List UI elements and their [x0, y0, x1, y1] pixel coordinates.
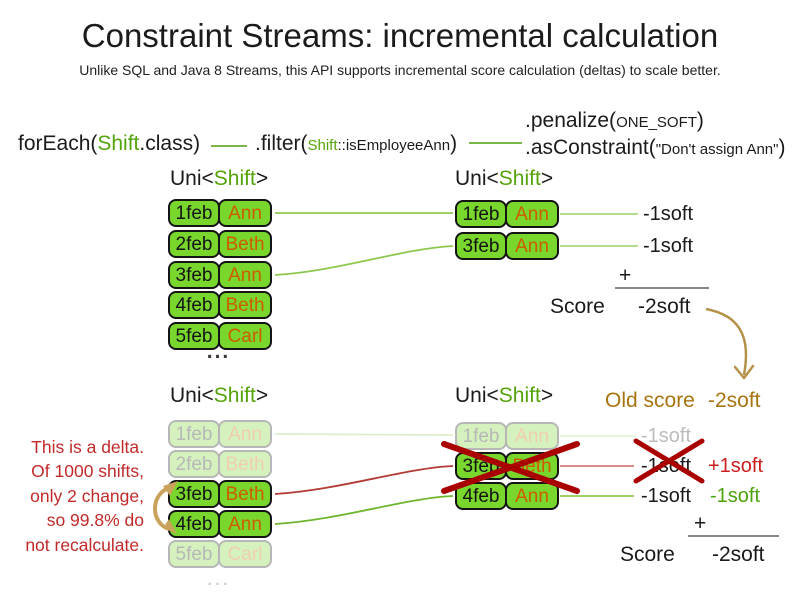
score-value: -1soft — [643, 203, 694, 225]
shift-employee: Carl — [218, 322, 272, 350]
shift-employee: Ann — [218, 420, 272, 448]
shift-date: 1feb — [455, 422, 507, 450]
shift-date: 3feb — [455, 452, 507, 480]
shift-card: 1feb Ann — [455, 422, 559, 450]
shift-card: 3feb Ann — [168, 261, 272, 289]
shift-card: 2feb Beth — [168, 450, 272, 478]
delta-note-line: only 2 change, — [30, 485, 144, 506]
score-total: -2soft — [638, 295, 691, 318]
uni-shift-label: Uni<Shift> — [455, 167, 554, 190]
old-score-label: Old score — [605, 389, 695, 412]
delta-note: This is a delta. Of 1000 shifts, only 2 … — [2, 435, 144, 557]
page-title: Constraint Streams: incremental calculat… — [81, 17, 719, 54]
code-asconstraint: .asConstraint("Don't assign Ann") — [525, 136, 786, 159]
removed-connector-line — [274, 465, 454, 495]
shift-employee: Beth — [218, 291, 272, 319]
shift-employee: Ann — [505, 422, 559, 450]
uni-shift-label: Uni<Shift> — [455, 384, 554, 407]
score-label: Score — [620, 543, 675, 566]
score-delta: -1soft — [710, 485, 761, 507]
shift-card: 4feb Ann — [455, 482, 559, 510]
score-total: -2soft — [712, 543, 765, 566]
shift-date: 4feb — [168, 291, 220, 319]
old-score-arrow — [705, 307, 748, 376]
score-value-removed: -1soft — [641, 455, 692, 477]
shift-card-changed: 3feb Beth — [168, 480, 272, 508]
shift-card: 1feb Ann — [168, 420, 272, 448]
shift-connector-line — [274, 245, 454, 276]
class-name: Shift — [97, 132, 140, 155]
uni-shift-label: Uni<Shift> — [170, 384, 269, 407]
old-score-value: -2soft — [708, 389, 761, 412]
plus-sign: + — [694, 512, 707, 535]
shift-date: 3feb — [168, 261, 220, 289]
code-penalize: .penalize(ONE_SOFT) — [525, 109, 704, 132]
shift-card: 1feb Ann — [168, 199, 272, 227]
shift-date: 4feb — [168, 510, 220, 538]
shift-card: 4feb Beth — [168, 291, 272, 319]
shift-employee: Ann — [505, 200, 559, 228]
shift-employee: Carl — [218, 540, 272, 568]
shift-employee: Ann — [505, 482, 559, 510]
shift-date: 5feb — [168, 322, 220, 350]
delta-note-line: This is a delta. — [31, 437, 144, 457]
shift-date: 3feb — [168, 480, 220, 508]
shift-date: 4feb — [455, 482, 507, 510]
faded-connector-line — [274, 433, 454, 436]
shift-employee: Ann — [218, 199, 272, 227]
shift-card: 1feb Ann — [455, 200, 559, 228]
shift-employee: Beth — [218, 480, 272, 508]
shift-date: 5feb — [168, 540, 220, 568]
class-name: Shift — [307, 137, 338, 154]
shift-card: 2feb Beth — [168, 230, 272, 258]
delta-note-line: Of 1000 shifts, — [31, 461, 144, 482]
shift-employee: Ann — [218, 510, 272, 538]
old-score-arrowhead — [733, 364, 755, 380]
score-value: -1soft — [643, 235, 694, 257]
shift-card: 5feb Carl — [168, 540, 272, 568]
ellipsis: ... — [206, 567, 231, 590]
shift-employee: Beth — [218, 230, 272, 258]
shift-employee: Beth — [505, 452, 559, 480]
score-delta: +1soft — [708, 455, 764, 477]
score-value-faded: -1soft — [641, 425, 692, 447]
shift-date: 1feb — [168, 420, 220, 448]
shift-date: 2feb — [168, 450, 220, 478]
shift-employee: Ann — [218, 261, 272, 289]
shift-card-removed: 3feb Beth — [455, 452, 559, 480]
delta-note-line: so 99.8% do — [46, 510, 144, 531]
shift-card: 3feb Ann — [455, 232, 559, 260]
shift-card-changed: 4feb Ann — [168, 510, 272, 538]
uni-shift-label: Uni<Shift> — [170, 167, 269, 190]
subtitle: Unlike SQL and Java 8 Streams, this API … — [79, 62, 721, 78]
shift-date: 1feb — [455, 200, 507, 228]
plus-sign: + — [619, 264, 632, 287]
shift-date: 1feb — [168, 199, 220, 227]
score-label: Score — [550, 295, 605, 318]
shift-date: 2feb — [168, 230, 220, 258]
added-connector-line — [274, 495, 454, 525]
delta-note-line: not recalculate. — [25, 534, 144, 555]
score-value: -1soft — [641, 485, 692, 507]
shift-employee: Ann — [505, 232, 559, 260]
shift-date: 3feb — [455, 232, 507, 260]
ellipsis: ... — [206, 340, 231, 363]
shift-employee: Beth — [218, 450, 272, 478]
code-filter: .filter(Shift::isEmployeeAnn) — [255, 132, 458, 155]
shift-card: 5feb Carl — [168, 322, 272, 350]
code-foreach: forEach(Shift.class) — [18, 132, 201, 155]
